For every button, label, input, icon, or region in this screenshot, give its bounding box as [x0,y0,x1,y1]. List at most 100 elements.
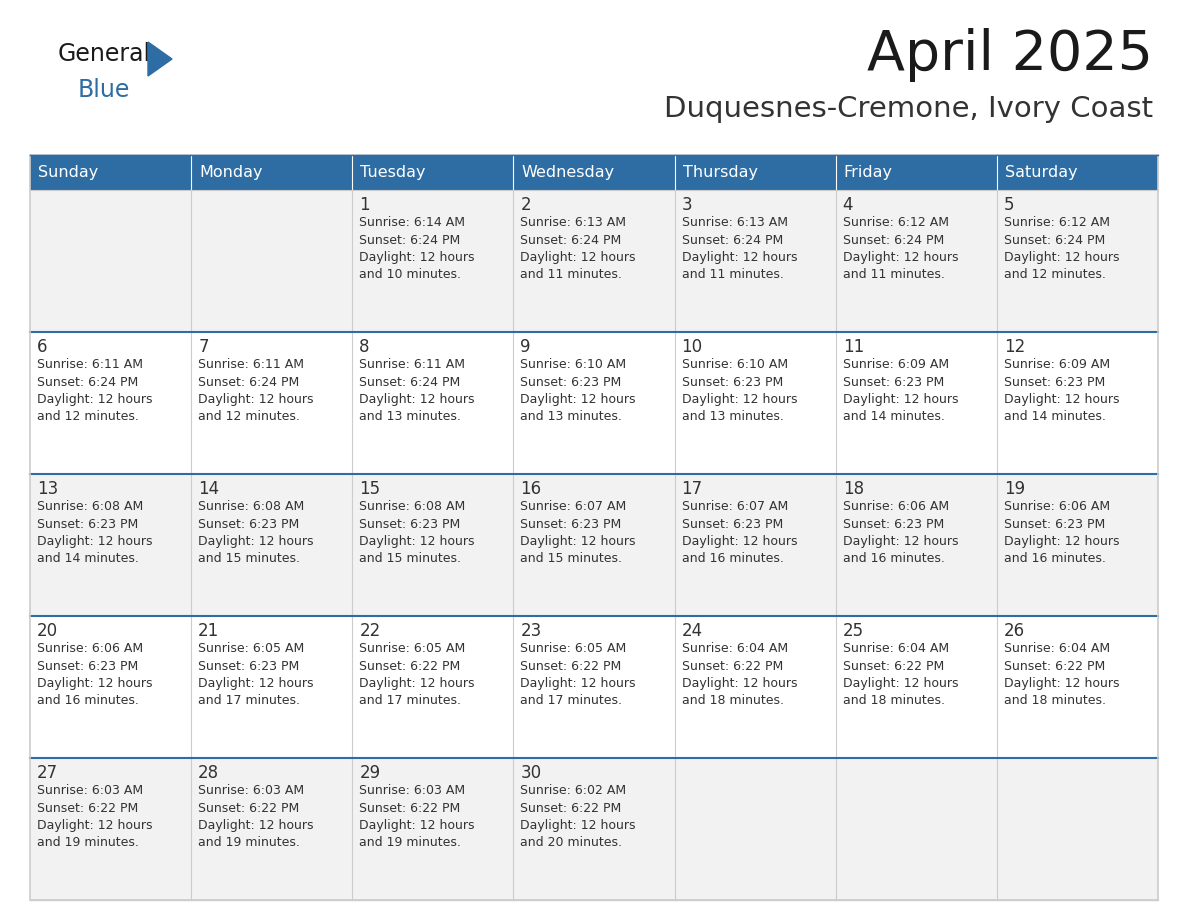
Text: Sunrise: 6:11 AM
Sunset: 6:24 PM
Daylight: 12 hours
and 12 minutes.: Sunrise: 6:11 AM Sunset: 6:24 PM Dayligh… [198,358,314,423]
Bar [835,155,997,190]
Text: 15: 15 [359,480,380,498]
Text: Sunrise: 6:03 AM
Sunset: 6:22 PM
Daylight: 12 hours
and 19 minutes.: Sunrise: 6:03 AM Sunset: 6:22 PM Dayligh… [198,784,314,849]
Text: Sunrise: 6:03 AM
Sunset: 6:22 PM
Daylight: 12 hours
and 19 minutes.: Sunrise: 6:03 AM Sunset: 6:22 PM Dayligh… [359,784,475,849]
Text: Sunrise: 6:13 AM
Sunset: 6:24 PM
Daylight: 12 hours
and 11 minutes.: Sunrise: 6:13 AM Sunset: 6:24 PM Dayligh… [682,216,797,282]
Text: Saturday: Saturday [1005,165,1078,180]
Text: Sunrise: 6:08 AM
Sunset: 6:23 PM
Daylight: 12 hours
and 15 minutes.: Sunrise: 6:08 AM Sunset: 6:23 PM Dayligh… [198,500,314,565]
Bar [997,474,1158,616]
Text: Sunrise: 6:02 AM
Sunset: 6:22 PM
Daylight: 12 hours
and 20 minutes.: Sunrise: 6:02 AM Sunset: 6:22 PM Dayligh… [520,784,636,849]
Bar [30,155,191,190]
Text: 16: 16 [520,480,542,498]
Bar [30,332,191,474]
Text: Thursday: Thursday [683,165,758,180]
Bar [30,758,191,900]
Text: 12: 12 [1004,338,1025,356]
Bar [191,758,353,900]
Bar [835,758,997,900]
Text: Sunrise: 6:12 AM
Sunset: 6:24 PM
Daylight: 12 hours
and 11 minutes.: Sunrise: 6:12 AM Sunset: 6:24 PM Dayligh… [842,216,959,282]
Text: Sunrise: 6:05 AM
Sunset: 6:23 PM
Daylight: 12 hours
and 17 minutes.: Sunrise: 6:05 AM Sunset: 6:23 PM Dayligh… [198,642,314,708]
Text: Sunrise: 6:04 AM
Sunset: 6:22 PM
Daylight: 12 hours
and 18 minutes.: Sunrise: 6:04 AM Sunset: 6:22 PM Dayligh… [682,642,797,708]
Text: 9: 9 [520,338,531,356]
Bar [513,616,675,758]
Bar [191,190,353,332]
Bar [513,155,675,190]
Text: 3: 3 [682,196,693,214]
Text: Sunrise: 6:07 AM
Sunset: 6:23 PM
Daylight: 12 hours
and 15 minutes.: Sunrise: 6:07 AM Sunset: 6:23 PM Dayligh… [520,500,636,565]
Bar [675,332,835,474]
Text: Wednesday: Wednesday [522,165,614,180]
Text: General: General [58,42,151,66]
Text: 1: 1 [359,196,369,214]
Bar [30,474,191,616]
Bar [513,474,675,616]
Text: 26: 26 [1004,622,1025,640]
Text: Sunrise: 6:05 AM
Sunset: 6:22 PM
Daylight: 12 hours
and 17 minutes.: Sunrise: 6:05 AM Sunset: 6:22 PM Dayligh… [520,642,636,708]
Text: 6: 6 [37,338,48,356]
Text: Blue: Blue [78,78,131,102]
Text: 20: 20 [37,622,58,640]
Text: 7: 7 [198,338,209,356]
Bar [191,155,353,190]
Text: Tuesday: Tuesday [360,165,425,180]
Bar [513,190,675,332]
Bar [353,758,513,900]
Text: 13: 13 [37,480,58,498]
Text: 17: 17 [682,480,702,498]
Bar [30,155,1158,900]
Text: Sunrise: 6:11 AM
Sunset: 6:24 PM
Daylight: 12 hours
and 12 minutes.: Sunrise: 6:11 AM Sunset: 6:24 PM Dayligh… [37,358,152,423]
Text: Duquesnes-Cremone, Ivory Coast: Duquesnes-Cremone, Ivory Coast [664,95,1154,123]
Bar [191,332,353,474]
Text: Sunrise: 6:05 AM
Sunset: 6:22 PM
Daylight: 12 hours
and 17 minutes.: Sunrise: 6:05 AM Sunset: 6:22 PM Dayligh… [359,642,475,708]
Text: 21: 21 [198,622,220,640]
Bar [191,474,353,616]
Bar [675,190,835,332]
Text: Sunrise: 6:09 AM
Sunset: 6:23 PM
Daylight: 12 hours
and 14 minutes.: Sunrise: 6:09 AM Sunset: 6:23 PM Dayligh… [842,358,959,423]
Text: 25: 25 [842,622,864,640]
Text: 27: 27 [37,764,58,782]
Text: 23: 23 [520,622,542,640]
Text: 30: 30 [520,764,542,782]
Bar [353,616,513,758]
Text: 4: 4 [842,196,853,214]
Bar [353,474,513,616]
Text: Sunrise: 6:08 AM
Sunset: 6:23 PM
Daylight: 12 hours
and 14 minutes.: Sunrise: 6:08 AM Sunset: 6:23 PM Dayligh… [37,500,152,565]
Text: 22: 22 [359,622,380,640]
Text: Sunrise: 6:06 AM
Sunset: 6:23 PM
Daylight: 12 hours
and 16 minutes.: Sunrise: 6:06 AM Sunset: 6:23 PM Dayligh… [37,642,152,708]
Bar [997,758,1158,900]
Text: Sunrise: 6:09 AM
Sunset: 6:23 PM
Daylight: 12 hours
and 14 minutes.: Sunrise: 6:09 AM Sunset: 6:23 PM Dayligh… [1004,358,1119,423]
Text: Sunrise: 6:04 AM
Sunset: 6:22 PM
Daylight: 12 hours
and 18 minutes.: Sunrise: 6:04 AM Sunset: 6:22 PM Dayligh… [1004,642,1119,708]
Text: Sunrise: 6:10 AM
Sunset: 6:23 PM
Daylight: 12 hours
and 13 minutes.: Sunrise: 6:10 AM Sunset: 6:23 PM Dayligh… [520,358,636,423]
Bar [513,332,675,474]
Text: Sunrise: 6:03 AM
Sunset: 6:22 PM
Daylight: 12 hours
and 19 minutes.: Sunrise: 6:03 AM Sunset: 6:22 PM Dayligh… [37,784,152,849]
Bar [835,190,997,332]
Text: Sunrise: 6:13 AM
Sunset: 6:24 PM
Daylight: 12 hours
and 11 minutes.: Sunrise: 6:13 AM Sunset: 6:24 PM Dayligh… [520,216,636,282]
Bar [353,190,513,332]
Text: 8: 8 [359,338,369,356]
Text: Sunrise: 6:11 AM
Sunset: 6:24 PM
Daylight: 12 hours
and 13 minutes.: Sunrise: 6:11 AM Sunset: 6:24 PM Dayligh… [359,358,475,423]
Text: 29: 29 [359,764,380,782]
Text: April 2025: April 2025 [867,28,1154,82]
Text: Sunrise: 6:10 AM
Sunset: 6:23 PM
Daylight: 12 hours
and 13 minutes.: Sunrise: 6:10 AM Sunset: 6:23 PM Dayligh… [682,358,797,423]
Text: 5: 5 [1004,196,1015,214]
Text: 24: 24 [682,622,702,640]
Text: 14: 14 [198,480,220,498]
Bar [675,758,835,900]
Bar [675,616,835,758]
Text: Monday: Monday [200,165,263,180]
Text: 18: 18 [842,480,864,498]
Bar [835,616,997,758]
Bar [30,616,191,758]
Text: 10: 10 [682,338,702,356]
Bar [675,474,835,616]
Text: 19: 19 [1004,480,1025,498]
Text: Sunrise: 6:04 AM
Sunset: 6:22 PM
Daylight: 12 hours
and 18 minutes.: Sunrise: 6:04 AM Sunset: 6:22 PM Dayligh… [842,642,959,708]
Bar [997,190,1158,332]
Text: 2: 2 [520,196,531,214]
Bar [30,190,191,332]
Polygon shape [148,42,172,76]
Bar [997,616,1158,758]
Bar [997,332,1158,474]
Text: 11: 11 [842,338,864,356]
Text: Sunrise: 6:06 AM
Sunset: 6:23 PM
Daylight: 12 hours
and 16 minutes.: Sunrise: 6:06 AM Sunset: 6:23 PM Dayligh… [842,500,959,565]
Text: Sunrise: 6:08 AM
Sunset: 6:23 PM
Daylight: 12 hours
and 15 minutes.: Sunrise: 6:08 AM Sunset: 6:23 PM Dayligh… [359,500,475,565]
